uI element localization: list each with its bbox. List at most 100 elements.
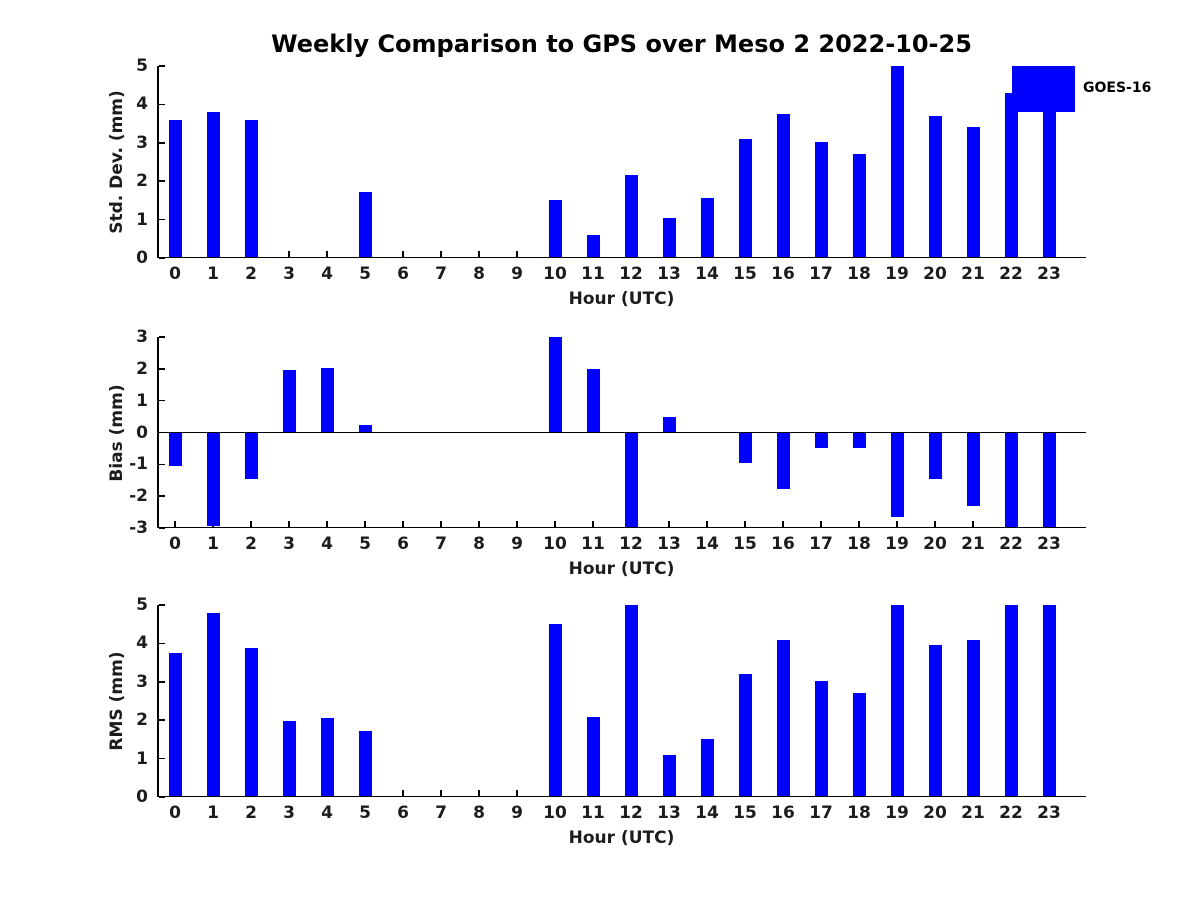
x-tick xyxy=(364,520,366,527)
x-tick xyxy=(516,520,518,527)
x-tick-label: 23 xyxy=(1037,534,1061,554)
y-tick xyxy=(158,65,165,67)
x-axis-title: Hour (UTC) xyxy=(568,828,675,848)
x-tick xyxy=(440,520,442,527)
x-tick-label: 12 xyxy=(619,803,643,823)
x-tick-label: 16 xyxy=(771,264,795,284)
y-tick-label: 1 xyxy=(136,209,148,230)
x-axis-title: Hour (UTC) xyxy=(568,559,675,579)
x-tick-label: 1 xyxy=(207,264,219,284)
x-tick xyxy=(782,520,784,527)
bar xyxy=(890,432,904,517)
y-axis-line xyxy=(157,66,159,258)
x-tick xyxy=(478,789,480,796)
x-axis-line xyxy=(157,256,1086,258)
x-tick xyxy=(402,520,404,527)
x-tick xyxy=(858,520,860,527)
x-axis-title: Hour (UTC) xyxy=(568,289,675,309)
x-tick xyxy=(478,520,480,527)
legend-label: GOES-16 xyxy=(1083,80,1152,96)
x-tick xyxy=(402,789,404,796)
y-tick xyxy=(158,180,165,182)
x-tick-label: 10 xyxy=(543,264,567,284)
y-tick xyxy=(158,399,165,402)
bar xyxy=(586,717,600,797)
y-tick xyxy=(158,103,165,106)
x-tick-label: 23 xyxy=(1037,264,1061,284)
y-tick-label: 3 xyxy=(136,671,148,692)
x-tick xyxy=(250,520,252,527)
x-tick-label: 0 xyxy=(169,803,181,823)
x-tick-label: 18 xyxy=(847,803,871,823)
y-tick xyxy=(158,604,165,606)
y-tick xyxy=(158,719,165,721)
x-tick-label: 4 xyxy=(321,534,333,554)
y-tick-label: 1 xyxy=(136,748,148,769)
y-axis-title: Bias (mm) xyxy=(107,383,127,482)
y-tick-label: 4 xyxy=(136,633,148,654)
bar xyxy=(586,368,600,433)
y-tick-label: 2 xyxy=(136,358,148,379)
legend-swatch-icon xyxy=(1012,66,1075,112)
x-tick xyxy=(288,250,290,257)
x-tick-label: 3 xyxy=(283,803,295,823)
y-tick-label: 3 xyxy=(136,132,148,153)
bar xyxy=(928,115,942,258)
x-tick xyxy=(820,520,822,527)
y-tick-label: 3 xyxy=(136,327,148,347)
x-tick-label: 9 xyxy=(511,534,523,554)
bar xyxy=(928,644,942,797)
x-tick-label: 7 xyxy=(435,534,447,554)
bar xyxy=(1042,110,1056,258)
bar xyxy=(358,425,372,433)
bar xyxy=(586,234,600,258)
x-tick-label: 6 xyxy=(397,264,409,284)
x-tick xyxy=(896,520,898,527)
y-tick xyxy=(158,527,165,529)
subplot-std-dev: 0 1 2 3 4 5 6 7 8 9 10 11 12 13 14 15 16 17 18 19 20 21 22 23 0 1… xyxy=(107,56,1086,309)
x-tick-label: 8 xyxy=(473,264,485,284)
bar xyxy=(624,605,638,797)
bar xyxy=(814,680,828,797)
x-tick-label: 15 xyxy=(733,534,757,554)
x-tick xyxy=(326,250,328,257)
x-tick-label: 2 xyxy=(245,264,257,284)
bar xyxy=(320,367,334,433)
bar xyxy=(738,138,752,258)
bar xyxy=(206,612,220,797)
bar xyxy=(358,730,372,797)
x-tick xyxy=(706,520,708,527)
bar xyxy=(776,432,790,490)
x-tick-label: 8 xyxy=(473,803,485,823)
bar xyxy=(662,416,676,433)
x-tick-label: 20 xyxy=(923,803,947,823)
x-tick-label: 11 xyxy=(581,264,605,284)
x-tick xyxy=(744,520,746,527)
bar xyxy=(776,114,790,258)
x-tick-label: 17 xyxy=(809,534,833,554)
x-tick-label: 18 xyxy=(847,534,871,554)
bar xyxy=(168,119,182,258)
bar xyxy=(700,198,714,258)
bar xyxy=(1004,605,1018,797)
y-tick-label: -2 xyxy=(129,486,148,507)
bar xyxy=(966,432,980,507)
bar xyxy=(206,112,220,258)
y-tick-label: 5 xyxy=(136,595,148,615)
bar xyxy=(244,432,258,479)
bar xyxy=(966,127,980,258)
x-tick-label: 9 xyxy=(511,803,523,823)
x-tick-label: 2 xyxy=(245,803,257,823)
x-tick xyxy=(402,250,404,257)
x-tick-label: 13 xyxy=(657,803,681,823)
x-tick xyxy=(288,520,290,527)
x-tick-label: 3 xyxy=(283,534,295,554)
bar xyxy=(244,119,258,258)
x-tick xyxy=(934,520,936,527)
x-tick-label: 14 xyxy=(695,534,719,554)
x-tick-label: 3 xyxy=(283,264,295,284)
x-axis-line xyxy=(157,526,1086,528)
x-tick-label: 15 xyxy=(733,803,757,823)
y-tick xyxy=(158,336,165,338)
x-tick-label: 23 xyxy=(1037,803,1061,823)
